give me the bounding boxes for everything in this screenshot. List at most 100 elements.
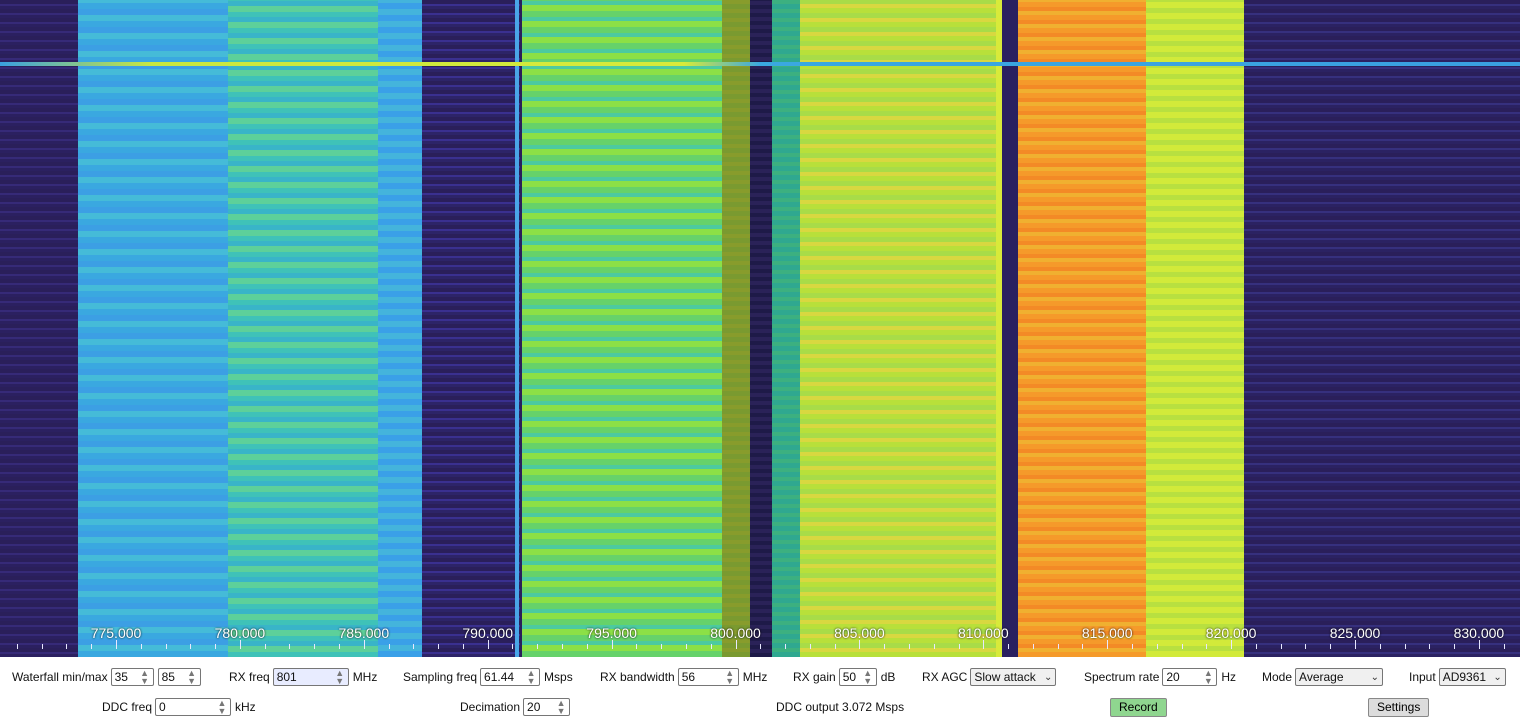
axis-tick xyxy=(612,640,613,649)
spinner-icon[interactable]: ▲ ▼ xyxy=(725,668,735,686)
waterfall-display[interactable]: 775.000 780.000 785.000 790.000 795.000 800.0… xyxy=(0,0,1520,657)
axis-tick xyxy=(1107,640,1108,649)
record-button[interactable]: Record xyxy=(1110,697,1167,717)
axis-tick xyxy=(91,644,92,649)
waterfall-min-input[interactable]: 35 ▲ ▼ xyxy=(110,668,154,686)
spinner-icon[interactable]: ▲ ▼ xyxy=(1203,668,1213,686)
band-cyan-right xyxy=(378,0,422,657)
axis-tick xyxy=(339,644,340,649)
axis-tick xyxy=(1157,644,1158,649)
waterfall-artifact-line xyxy=(0,62,1520,66)
ddc-output-text: DDC output 3.072 Msps xyxy=(776,700,905,714)
axis-tick xyxy=(760,644,761,649)
record-control: Record xyxy=(1110,696,1167,718)
band-green-left xyxy=(522,0,722,657)
axis-tick xyxy=(934,644,935,649)
rx-agc-control: RX AGC Slow attack ⌄ xyxy=(922,666,1057,688)
gain-label: RX gain xyxy=(793,670,836,684)
rx-bandwidth-input[interactable]: 56 ▲ ▼ xyxy=(677,668,739,686)
waterfall-minmax-control: Waterfall min/max 35 ▲ ▼ 85 ▲ ▼ xyxy=(12,666,201,688)
rx-gain-control: RX gain 50 ▲ ▼ dB xyxy=(793,666,895,688)
axis-tick xyxy=(1206,644,1207,649)
axis-tick xyxy=(959,644,960,649)
input-select[interactable]: AD9361 ⌄ xyxy=(1438,668,1506,686)
waterfall-label: Waterfall min/max xyxy=(12,670,108,684)
rx-gain-input[interactable]: 50 ▲ ▼ xyxy=(838,668,877,686)
axis-tick xyxy=(1132,644,1133,649)
rx-bandwidth-control: RX bandwidth 56 ▲ ▼ MHz xyxy=(600,666,767,688)
spinner-icon[interactable]: ▲ ▼ xyxy=(556,698,566,716)
spinner-icon[interactable]: ▲ ▼ xyxy=(187,668,197,686)
axis-tick xyxy=(587,644,588,649)
sampling-freq-control: Sampling freq 61.44 ▲ ▼ Msps xyxy=(403,666,573,688)
input-label: Input xyxy=(1409,670,1436,684)
spinner-icon[interactable]: ▲ ▼ xyxy=(217,698,227,716)
axis-tick xyxy=(438,644,439,649)
axis-tick xyxy=(1405,644,1406,649)
axis-tick xyxy=(1033,644,1034,649)
band-yellow-green xyxy=(800,0,996,657)
axis-tick xyxy=(215,644,216,649)
waterfall-max-input[interactable]: 85 ▲ ▼ xyxy=(157,668,201,686)
axis-tick xyxy=(265,644,266,649)
settings-button[interactable]: Settings xyxy=(1368,697,1430,717)
ddc-freq-input[interactable]: 0 ▲ ▼ xyxy=(155,698,232,716)
spinner-icon[interactable]: ▲ ▼ xyxy=(526,668,536,686)
decimation-control: Decimation 20 ▲ ▼ xyxy=(460,696,571,718)
axis-tick xyxy=(1008,644,1009,649)
band-line-790 xyxy=(515,0,519,657)
decimation-input[interactable]: 20 ▲ ▼ xyxy=(523,698,571,716)
axis-tick xyxy=(413,644,414,649)
axis-tick xyxy=(314,644,315,649)
chevron-down-icon: ⌄ xyxy=(1370,671,1380,683)
axis-tick xyxy=(1082,644,1083,649)
axis-tick-label: 810.000 xyxy=(957,625,1009,641)
axis-tick xyxy=(1355,640,1356,649)
mode-control: Mode Average ⌄ xyxy=(1262,666,1384,688)
ddc-freq-label: DDC freq xyxy=(102,700,153,714)
band-cyan-center xyxy=(228,0,378,657)
axis-tick xyxy=(66,644,67,649)
spinner-icon[interactable]: ▲ ▼ xyxy=(335,668,345,686)
axis-tick xyxy=(537,644,538,649)
ddc-freq-unit: kHz xyxy=(235,700,256,714)
band-cyan-left xyxy=(78,0,228,657)
bandwidth-unit: MHz xyxy=(742,670,768,684)
axis-tick-label: 825.000 xyxy=(1329,625,1381,641)
axis-tick xyxy=(488,640,489,649)
axis-tick xyxy=(810,644,811,649)
frequency-axis: 775.000 780.000 785.000 790.000 795.000 800.0… xyxy=(0,620,1520,657)
axis-tick-label: 820.000 xyxy=(1205,625,1257,641)
axis-tick xyxy=(1429,644,1430,649)
axis-tick-label: 795.000 xyxy=(586,625,637,641)
spectrum-rate-input[interactable]: 20 ▲ ▼ xyxy=(1162,668,1218,686)
rx-freq-unit: MHz xyxy=(352,670,378,684)
settings-control: Settings xyxy=(1368,696,1430,718)
axis-tick xyxy=(1231,640,1232,649)
axis-tick xyxy=(512,644,513,649)
axis-tick-label: 790.000 xyxy=(462,625,513,641)
mode-select[interactable]: Average ⌄ xyxy=(1295,668,1384,686)
spinner-icon[interactable]: ▲ ▼ xyxy=(140,668,150,686)
axis-tick xyxy=(661,644,662,649)
input-control: Input AD9361 ⌄ xyxy=(1409,666,1506,688)
agc-label: RX AGC xyxy=(922,670,968,684)
rx-agc-select[interactable]: Slow attack ⌄ xyxy=(970,668,1057,686)
axis-tick xyxy=(289,644,290,649)
axis-tick xyxy=(389,644,390,649)
band-dark-gap-2 xyxy=(1002,0,1018,657)
rx-freq-input[interactable]: 801 ▲ ▼ xyxy=(272,668,349,686)
axis-tick xyxy=(1281,644,1282,649)
axis-tick xyxy=(562,644,563,649)
band-teal xyxy=(772,0,800,657)
axis-tick xyxy=(1454,644,1455,649)
axis-tick xyxy=(1256,644,1257,649)
band-olive xyxy=(722,0,750,657)
sampling-freq-input[interactable]: 61.44 ▲ ▼ xyxy=(480,668,541,686)
control-panel: Waterfall min/max 35 ▲ ▼ 85 ▲ ▼ RX freq 80… xyxy=(0,657,1520,725)
axis-tick xyxy=(1479,640,1480,649)
band-orange xyxy=(1018,0,1146,657)
spinner-icon[interactable]: ▲ ▼ xyxy=(863,668,873,686)
ddc-freq-control: DDC freq 0 ▲ ▼ kHz xyxy=(102,696,256,718)
bandwidth-label: RX bandwidth xyxy=(600,670,675,684)
